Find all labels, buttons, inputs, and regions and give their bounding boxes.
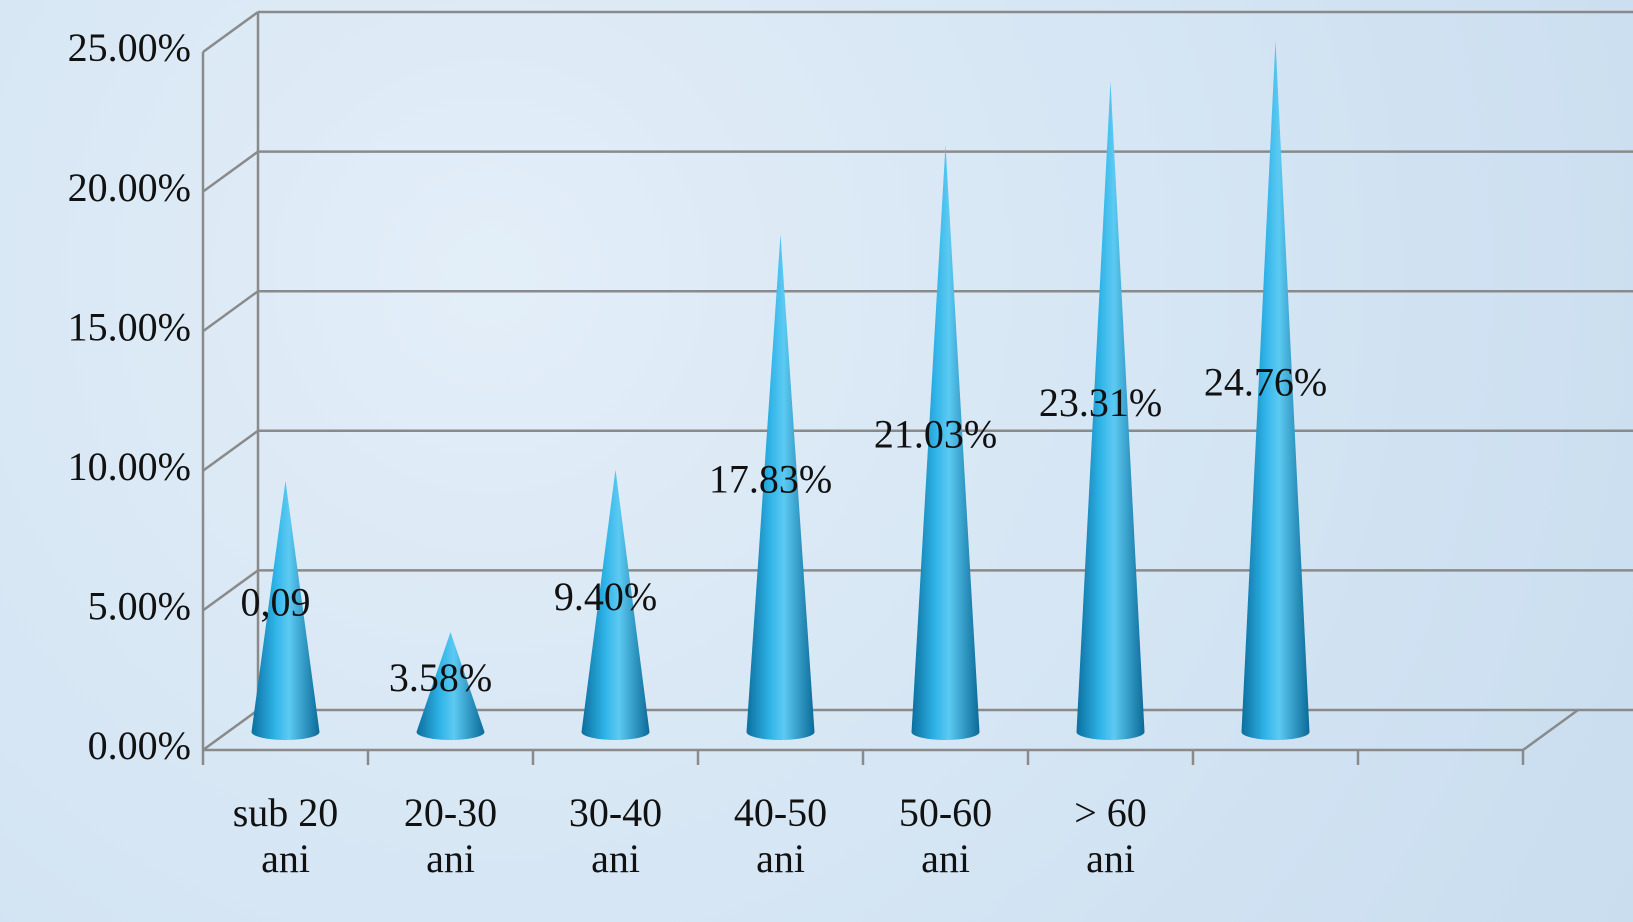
x-tick-label: > 60 ani: [1074, 790, 1147, 881]
y-tick-label: 5.00%: [88, 584, 191, 629]
y-tick-label: 10.00%: [68, 444, 191, 489]
grid-line-side: [202, 10, 259, 54]
data-label: 0,09: [241, 580, 311, 625]
y-tick-label: 0.00%: [88, 723, 191, 768]
cone: [581, 469, 650, 740]
cone: [1241, 40, 1310, 740]
data-label: 21.03%: [874, 412, 997, 457]
x-tick-label: 40-50 ani: [733, 790, 828, 881]
data-label: 23.31%: [1039, 380, 1162, 425]
x-tick-label: 20-30 ani: [403, 790, 498, 881]
cone: [416, 632, 485, 740]
y-tick-label: 15.00%: [68, 304, 191, 349]
x-tick-label: 50-60 ani: [898, 790, 993, 881]
cone: [746, 234, 815, 740]
cone: [251, 480, 320, 740]
y-tick-label: 20.00%: [68, 165, 191, 210]
grid-line-side: [202, 290, 259, 333]
x-tick-label: sub 20 ani: [232, 790, 339, 881]
data-label: 24.76%: [1204, 360, 1327, 405]
grid-line-side: [202, 569, 259, 612]
cone: [1076, 81, 1145, 740]
x-tick-label: 30-40 ani: [568, 790, 663, 881]
grid-line-side: [202, 708, 259, 752]
floor-right: [1522, 708, 1579, 752]
data-label: 17.83%: [709, 456, 832, 501]
data-label: 9.40%: [554, 574, 657, 619]
y-tick-label: 25.00%: [68, 25, 191, 70]
grid-line-side: [202, 150, 259, 193]
cone: [911, 144, 980, 740]
grid-line-side: [202, 429, 259, 472]
data-label: 3.58%: [389, 655, 492, 700]
